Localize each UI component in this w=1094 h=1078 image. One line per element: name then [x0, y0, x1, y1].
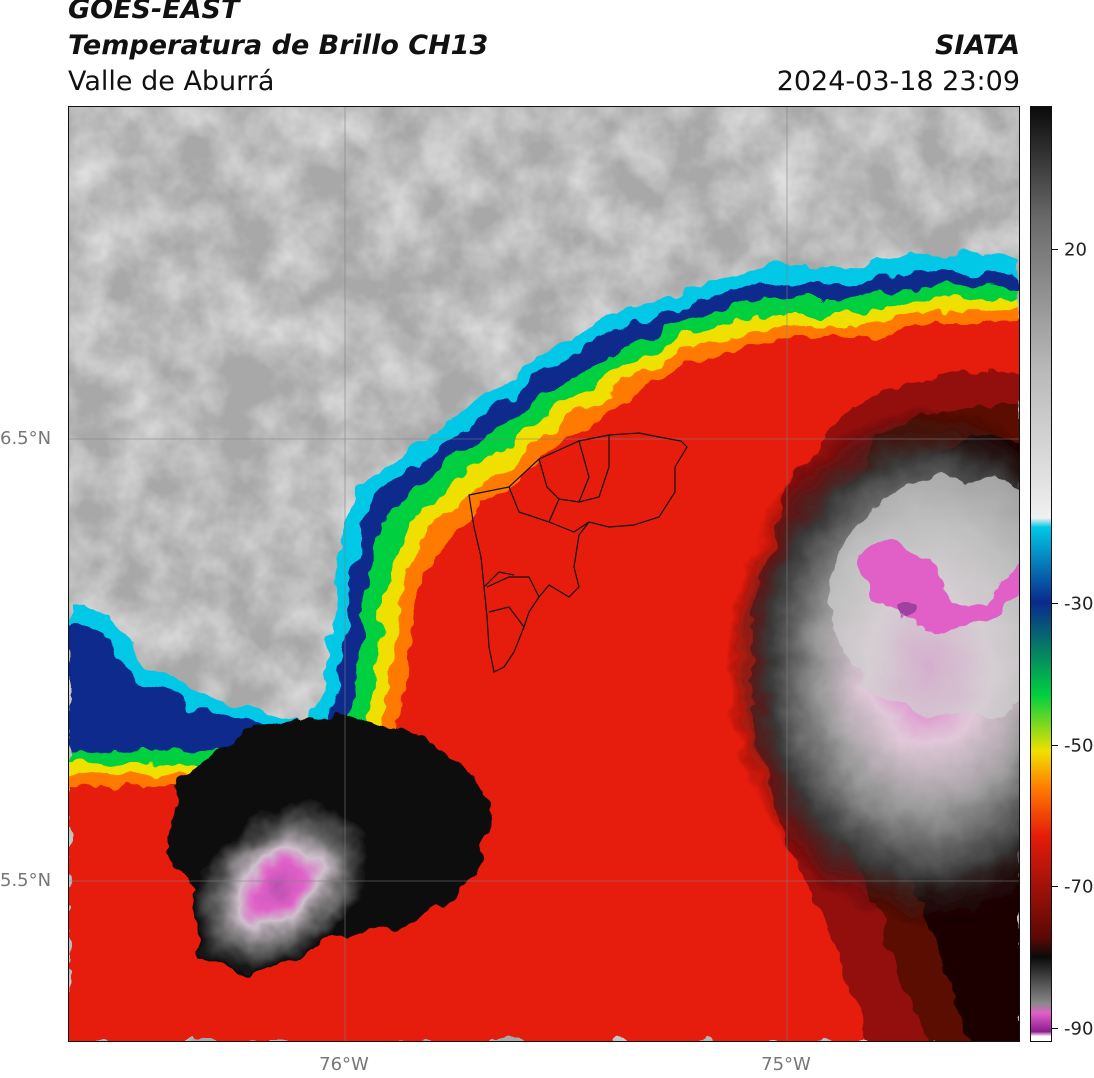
- longitude-label-76w: 76°W: [319, 1054, 369, 1075]
- colorbar-label-minus-50: -50: [1064, 735, 1094, 757]
- organization-label: SIATA: [934, 30, 1020, 61]
- east-cold-cloud-top: [729, 407, 1019, 927]
- datetime-label: 2024-03-18 23:09: [776, 66, 1020, 97]
- colorbar-tick-minus-30: [1052, 603, 1058, 604]
- latitude-label-6-5: 6.5°N: [0, 428, 52, 449]
- map-title-line2: Temperatura de Brillo CH13: [68, 30, 489, 61]
- map-gridlines: [69, 107, 1019, 1041]
- valle-de-aburra-boundaries: [468, 432, 688, 673]
- colorbar-tick-minus-90: [1052, 1028, 1058, 1029]
- colorbar-tick-minus-70: [1052, 886, 1058, 887]
- region-label: Valle de Aburrá: [68, 66, 275, 97]
- temperature-colorbar: [1030, 106, 1052, 1042]
- satellite-imagery: [69, 107, 1019, 1041]
- longitude-label-75w: 75°W: [761, 1054, 811, 1075]
- colorbar-label-minus-90: -90: [1064, 1018, 1094, 1040]
- latitude-label-5-5: 5.5°N: [0, 870, 52, 891]
- colorbar-tick-minus-50: [1052, 745, 1058, 746]
- satellite-map: [68, 106, 1020, 1042]
- colorbar-tick-20: [1052, 249, 1058, 250]
- colorbar-label-minus-30: -30: [1064, 593, 1094, 615]
- colorbar-label-20: 20: [1064, 239, 1087, 261]
- map-title-line1: GOES-EAST: [68, 0, 240, 25]
- colorbar-label-minus-70: -70: [1064, 876, 1094, 898]
- west-cold-cloud-top: [169, 717, 489, 971]
